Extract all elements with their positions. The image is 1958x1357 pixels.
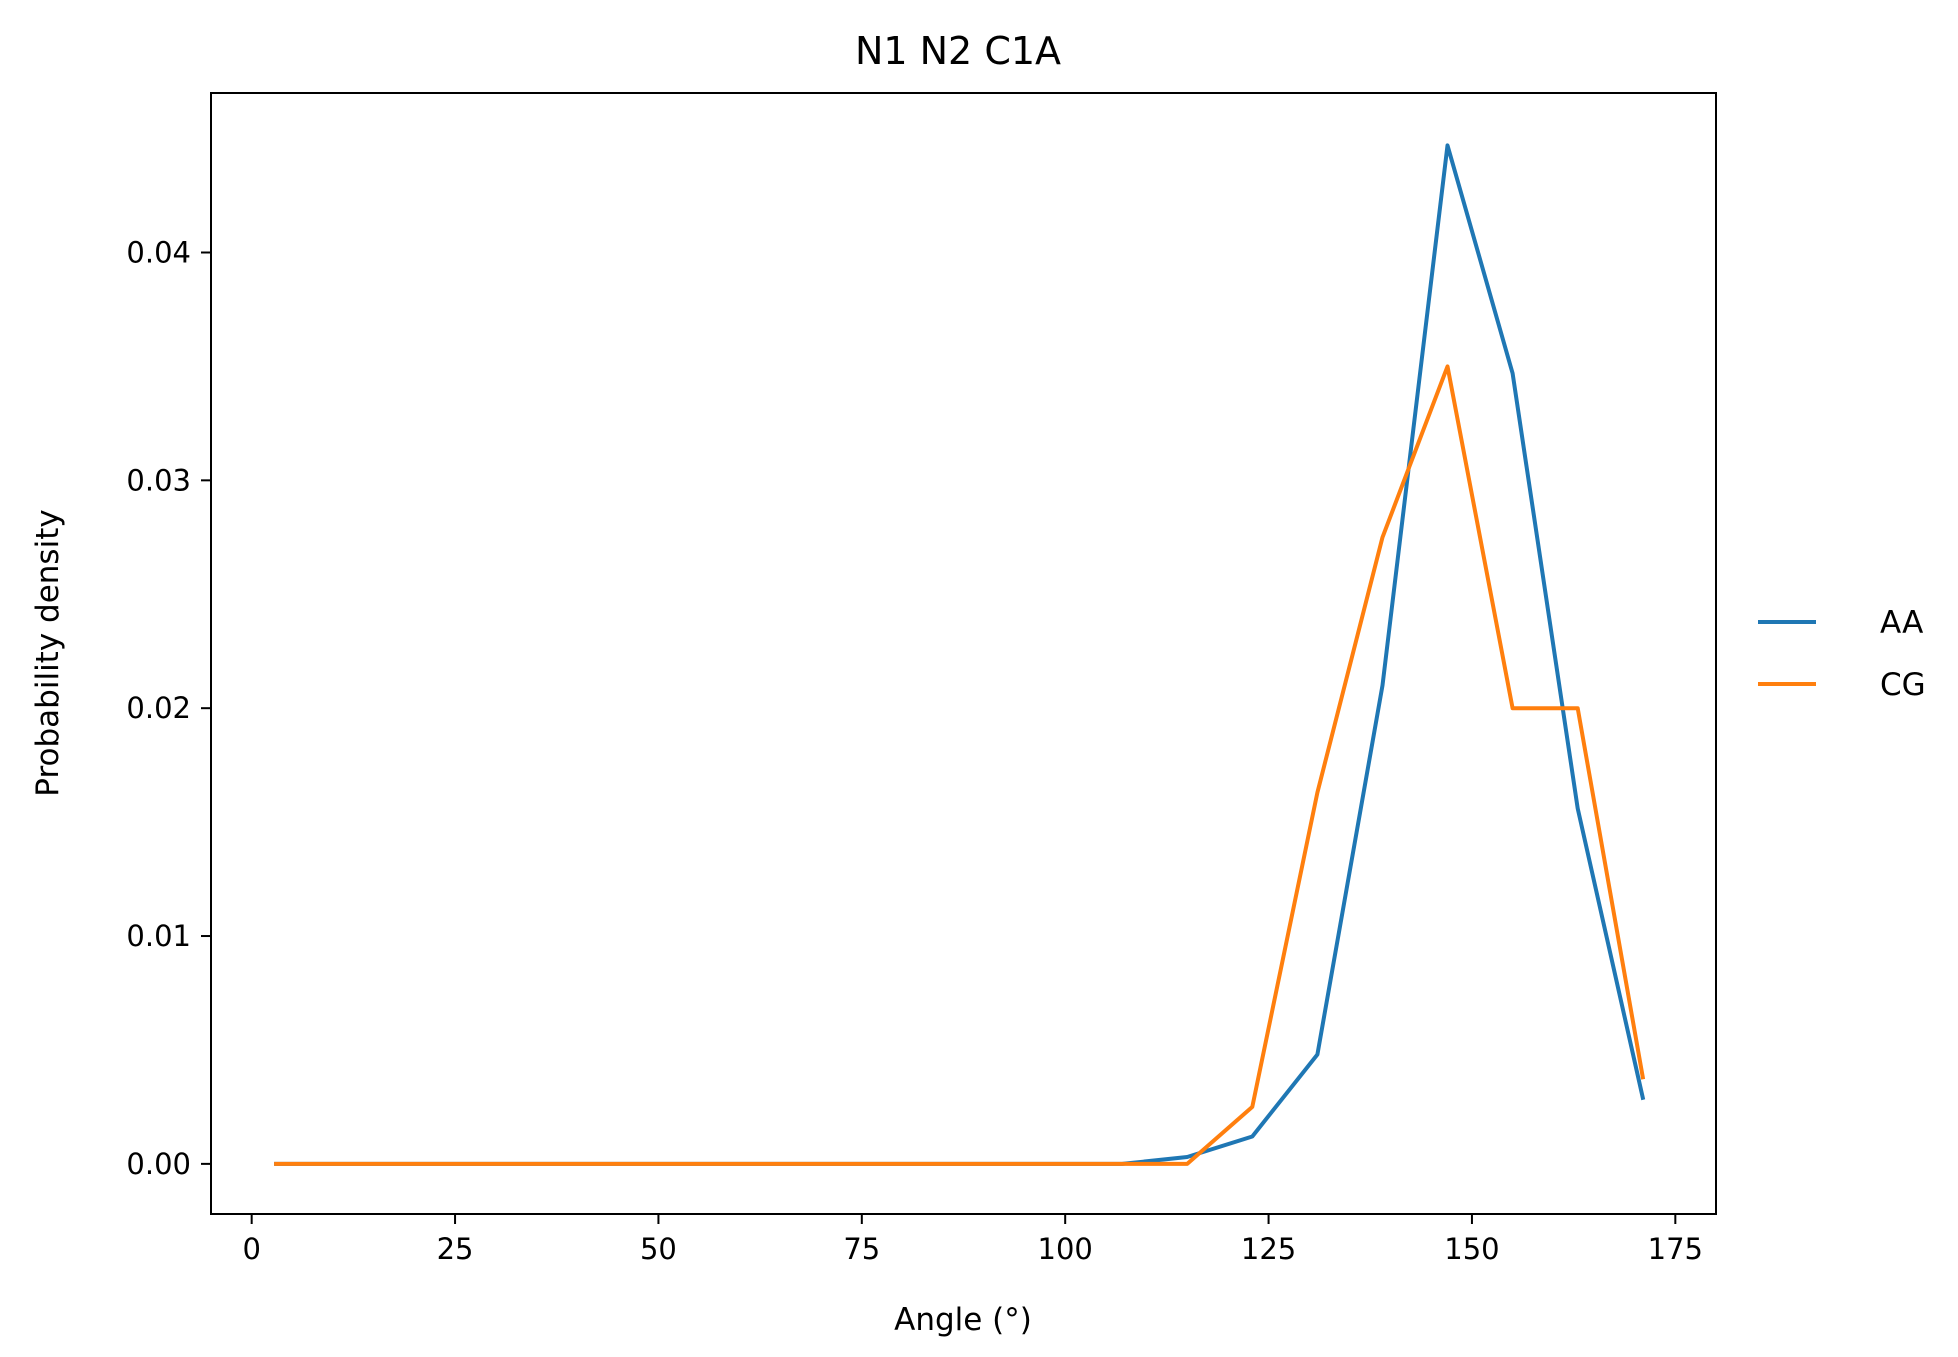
legend-label-cg: CG [1880,667,1926,703]
y-tick-label: 0.00 [126,1147,191,1181]
y-axis-label: Probability density [30,509,66,796]
x-tick-label: 125 [1241,1232,1296,1266]
y-tick-label: 0.01 [126,919,191,953]
series-layer [274,143,1646,1166]
y-tick-label: 0.02 [126,691,191,725]
legend-label-aa: AA [1880,605,1923,641]
y-tick-label: 0.04 [126,235,191,269]
x-tick-label: 175 [1648,1232,1703,1266]
series-line-cg [274,364,1646,1166]
chart-title: N1 N2 C1A [855,29,1061,73]
plot-frame [210,92,1717,1215]
x-tick-label: 0 [242,1232,260,1266]
x-tick-label: 25 [437,1232,474,1266]
x-tick-label: 100 [1038,1232,1093,1266]
x-tick-label: 150 [1444,1232,1499,1266]
x-axis-label: Angle (°) [894,1302,1032,1338]
y-axis-ticks: 0.00 0.01 0.02 0.03 0.04 [126,235,211,1181]
x-axis-ticks: 0 25 50 75 100 125 150 175 [242,1214,1703,1266]
x-tick-label: 75 [843,1232,880,1266]
legend: AA CG [1758,605,1926,703]
y-tick-label: 0.03 [126,463,191,497]
x-tick-label: 50 [640,1232,677,1266]
